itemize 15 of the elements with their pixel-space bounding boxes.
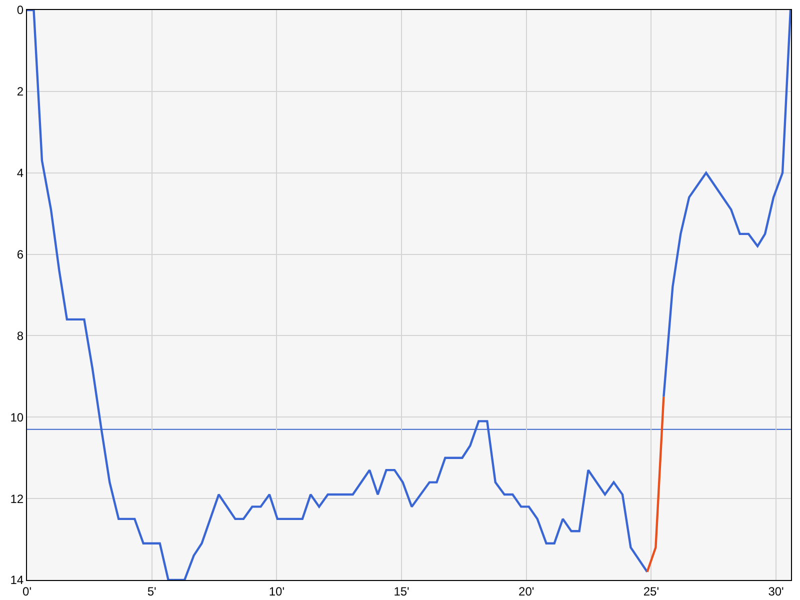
y-tick-label: 10 [10, 410, 24, 424]
x-tick-label: 5' [147, 584, 156, 598]
x-tick-label: 15' [394, 584, 410, 598]
y-tick-label: 14 [10, 573, 24, 588]
y-tick-label: 8 [16, 328, 24, 343]
x-tick-label: 10' [268, 584, 284, 598]
y-tick-label: 2 [16, 84, 24, 99]
x-tick-label: 20' [518, 584, 534, 598]
x-tick-label: 30' [768, 584, 784, 598]
x-tick-label: 0' [22, 584, 32, 598]
x-tick-label: 25' [643, 584, 659, 598]
y-tick-label: 12 [10, 492, 24, 506]
y-tick-label: 4 [16, 166, 24, 180]
y-tick-label: 0 [16, 3, 24, 18]
y-tick-label: 6 [16, 247, 24, 262]
